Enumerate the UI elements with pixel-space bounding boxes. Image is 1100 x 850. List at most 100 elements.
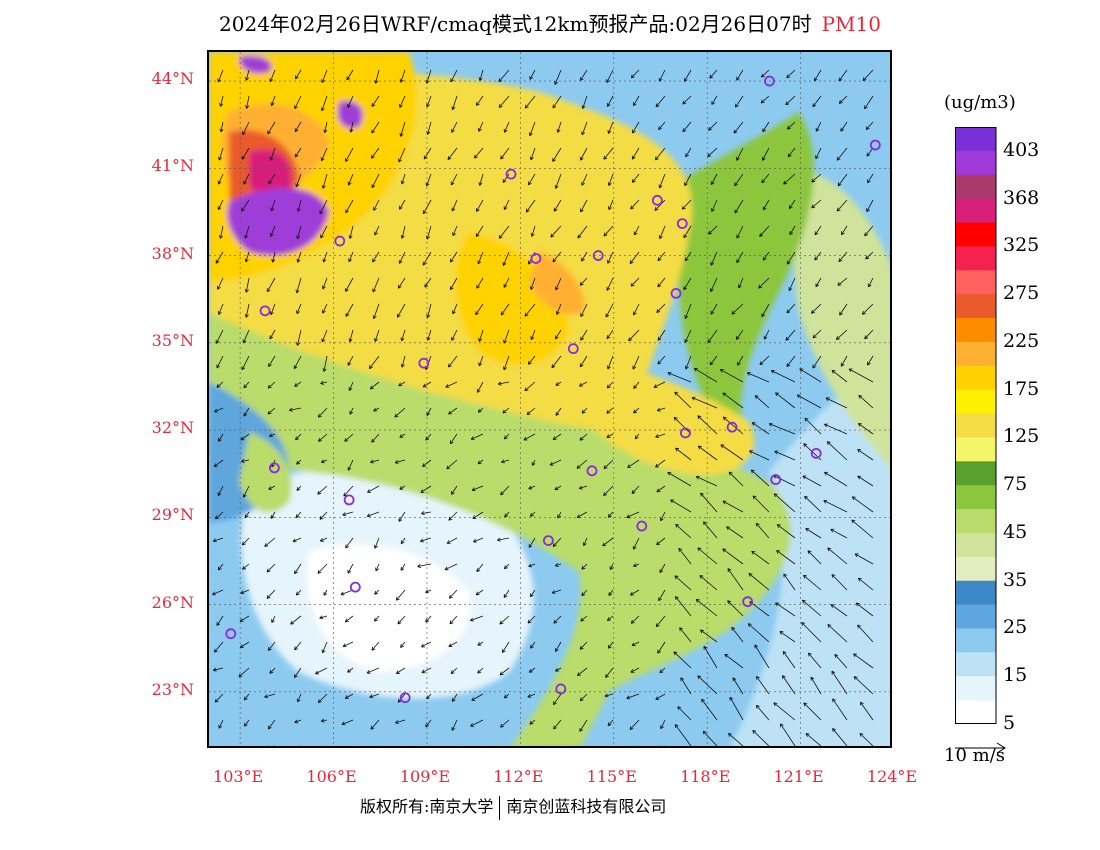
colorbar-label: 275 [1003,282,1040,305]
wind-arrow [448,355,458,368]
wind-arrow [242,121,250,136]
wind-arrow [553,693,562,706]
city-marker [530,253,542,264]
wind-arrow [404,745,405,746]
wind-arrow [736,225,744,239]
wind-arrow [838,251,848,263]
wind-arrow [248,745,249,746]
colorbar-segment [956,365,996,391]
wind-arrow [660,511,666,522]
wind-arrow [865,251,874,260]
wind-arrow [735,329,744,340]
wind-arrow [296,303,302,315]
colorbar-segment [956,485,996,510]
wind-arrow [552,147,562,162]
wind-arrow [529,511,536,517]
colorbar-label: 25 [1003,616,1028,639]
wind-arrow [267,121,276,135]
wind-arrow [421,641,432,648]
wind-arrow [552,95,562,109]
wind-arrow [735,95,744,108]
wind-arrow [524,95,536,109]
wind-arrow [426,407,432,416]
wind-arrow [857,475,874,487]
wind-arrow [605,667,614,678]
wind-arrow [607,615,614,621]
wind-arrow [420,537,432,543]
wind-arrow [475,303,484,316]
wind-arrow [659,563,666,573]
wind-arrow [823,499,848,513]
wind-arrow [848,368,874,383]
wind-arrow [724,653,744,669]
wind-arrow [530,329,536,341]
wind-arrow [755,704,770,721]
wind-arrow [475,589,484,596]
colorbar-segment [956,604,996,629]
wind-arrow [751,422,770,435]
wind-arrow [606,69,614,83]
copyright-divider [499,795,501,820]
colorbar [955,127,997,724]
longitude-label: 121°E [773,767,824,786]
wind-arrow [750,469,770,487]
wind-arrow [693,367,718,383]
wind-arrow [708,225,718,235]
wind-arrow [805,733,822,746]
wind-arrow [448,589,458,599]
wind-arrow [240,589,250,595]
wind-arrow [398,147,406,163]
wind-arrow [451,95,458,111]
wind-arrow [212,589,224,596]
wind-arrow [500,719,510,728]
wind-arrow [348,251,354,263]
wind-arrow [244,511,250,519]
wind-arrow [399,199,406,210]
wind-arrow [504,511,510,518]
wind-arrow [425,589,432,594]
wind-arrow [417,563,432,568]
wind-arrow [655,433,666,439]
wind-arrow [212,667,224,672]
wind-arrow [827,624,848,643]
wind-arrow [579,693,588,702]
title-text: 2024年02月26日WRF/cmaq模式12km预报产品:02月26日07时 [219,12,812,36]
wind-arrow [632,355,640,370]
colorbar-segment [956,652,996,677]
wind-arrow [681,199,692,210]
wind-arrow [659,667,666,674]
colorbar-label: 45 [1003,520,1028,543]
wind-arrow [861,303,874,315]
wind-arrow [862,69,874,81]
wind-arrow [527,693,536,698]
city-marker [726,421,738,433]
wind-arrow [685,355,692,370]
wind-arrow [503,329,510,344]
wind-arrow [529,277,536,290]
wind-arrow [632,303,640,316]
wind-arrow [296,693,302,703]
city-marker [869,139,881,151]
wind-arrow [581,589,588,597]
wind-arrow [400,355,406,368]
wind-arrow [295,433,302,441]
wind-arrow [266,563,276,573]
wind-arrow [529,719,536,725]
wind-arrow [367,485,380,493]
wind-arrow [630,277,640,287]
wind-arrow [266,277,276,293]
colorbar-label: 125 [1003,425,1040,448]
wind-arrow [295,69,302,80]
wind-arrow [241,199,250,212]
wind-arrow [626,511,640,519]
wind-arrow [579,69,588,81]
wind-arrow [450,485,458,495]
wind-arrow [631,641,640,647]
wind-arrow [448,407,458,415]
city-marker [225,628,237,640]
wind-arrow [241,537,250,546]
wind-arrow [554,329,562,340]
product-name: PM10 [821,12,881,36]
wind-arrow [737,355,744,366]
wind-arrow [370,459,380,464]
